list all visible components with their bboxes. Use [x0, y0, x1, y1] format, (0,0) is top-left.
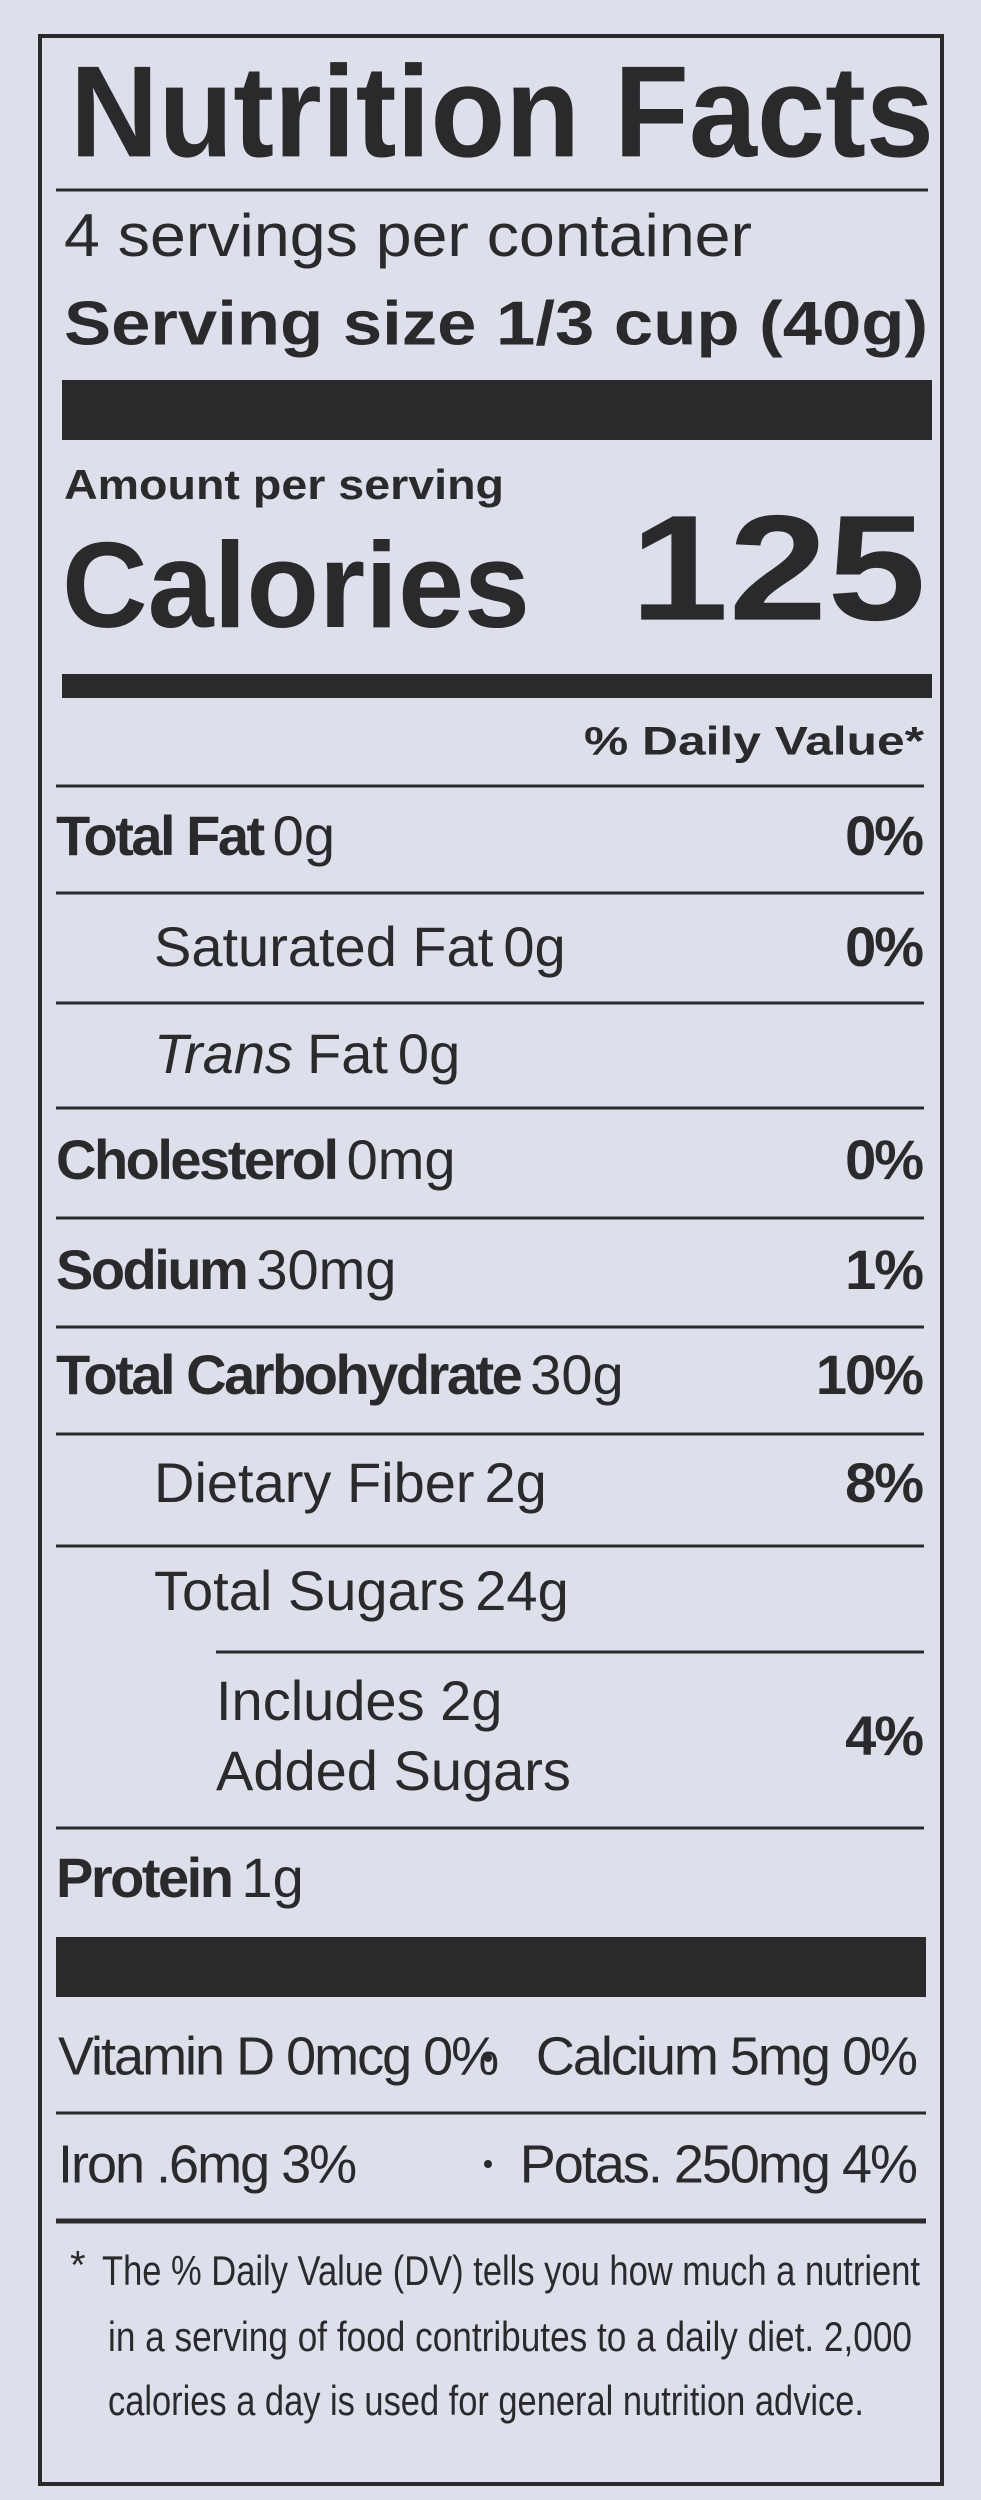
nutrient-amount: 0mg: [347, 1128, 456, 1191]
footnote-line: in a serving of food contributes to a da…: [108, 2313, 912, 2360]
amount-per-serving: Amount per serving: [64, 461, 504, 508]
nutrient-amount: 24g: [475, 1559, 568, 1622]
bullet: [484, 2054, 492, 2062]
nutrient-name: Total Sugars: [154, 1559, 465, 1622]
daily-value: 8%: [845, 1451, 923, 1514]
vitamin: Calcium 5mg 0%: [536, 2026, 917, 2086]
nutrient-row: Sodium 30mg: [56, 1238, 396, 1301]
nutrient-name: Total Fat: [56, 804, 265, 867]
nutrient-amount: 2g: [485, 1451, 547, 1514]
nutrient-name-italic: Trans: [154, 1022, 293, 1085]
daily-value: 4%: [845, 1704, 923, 1767]
serving-size: Serving size 1/3 cup (40g): [64, 289, 928, 358]
nutrient-name: Fat: [307, 1022, 388, 1085]
nutrient-amount: 30g: [530, 1343, 623, 1406]
thick-bar: [62, 380, 932, 440]
nutrient-row: Dietary Fiber 2g: [154, 1451, 547, 1514]
nutrient-row: Total Fat 0g: [56, 804, 335, 867]
thick-bar: [56, 1937, 926, 1997]
nutrient-name: Cholesterol: [56, 1128, 337, 1191]
nutrient-row: Trans Fat 0g: [154, 1022, 460, 1085]
nutrient-amount: 1g: [241, 1846, 303, 1909]
vitamin: Iron .6mg 3%: [58, 2134, 356, 2194]
nutrient-name: Dietary Fiber: [154, 1451, 475, 1514]
title: Nutrition Facts: [70, 38, 934, 184]
daily-value: 10%: [816, 1343, 923, 1406]
nutrient-line: Includes 2g: [216, 1669, 502, 1732]
nutrient-amount: 0g: [273, 804, 335, 867]
calories-label: Calories: [62, 517, 530, 653]
servings: 4 servings per container: [64, 202, 752, 269]
calories-value: 125: [630, 484, 926, 652]
bullet: [484, 2160, 492, 2168]
nutrient-row: Total Carbohydrate 30g: [56, 1343, 624, 1406]
daily-value: 0%: [845, 804, 923, 867]
nutrient-line: Added Sugars: [216, 1739, 571, 1802]
daily-value: 0%: [845, 1128, 923, 1191]
vitamin: Potas. 250mg 4%: [520, 2134, 917, 2194]
dv-header: % Daily Value*: [584, 720, 925, 764]
nutrient-amount: 30mg: [256, 1238, 396, 1301]
label-border: [38, 34, 944, 2486]
nutrient-row: Saturated Fat 0g: [154, 915, 566, 978]
nutrient-name: Sodium: [56, 1238, 246, 1301]
nutrient-row: Cholesterol 0mg: [56, 1128, 456, 1191]
daily-value: 0%: [845, 915, 923, 978]
vitamin: Vitamin D 0mcg 0%: [58, 2026, 498, 2086]
nutrient-row: Total Sugars 24g: [154, 1559, 569, 1622]
nutrient-amount: 0g: [503, 915, 565, 978]
nutrient-name: Total Carbohydrate: [56, 1343, 522, 1406]
footnote-mark: *: [70, 2244, 86, 2288]
footnote-line: calories a day is used for general nutri…: [108, 2377, 864, 2424]
nutrient-row: Protein 1g: [56, 1846, 304, 1909]
thick-bar: [62, 674, 932, 698]
footnote-line: The % Daily Value (DV) tells you how muc…: [102, 2247, 920, 2294]
nutrient-amount: 0g: [398, 1022, 460, 1085]
nutrient-name: Protein: [56, 1846, 231, 1909]
daily-value: 1%: [845, 1238, 923, 1301]
nutrient-name: Saturated Fat: [154, 915, 494, 978]
